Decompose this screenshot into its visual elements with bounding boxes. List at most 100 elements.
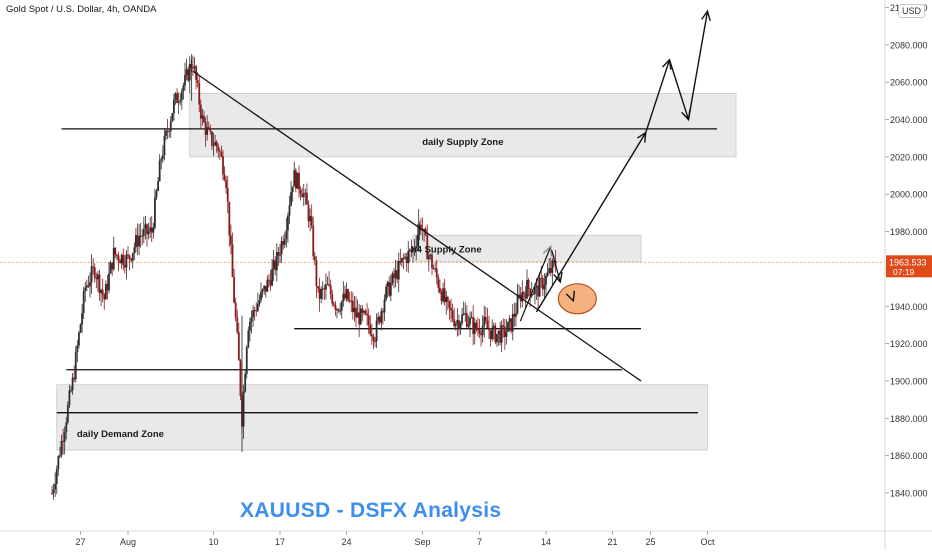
- candle-body: [271, 268, 273, 286]
- candle: [513, 302, 516, 327]
- candle: [310, 204, 313, 229]
- candle-body: [291, 186, 294, 193]
- candle: [237, 322, 240, 361]
- candle: [73, 365, 76, 383]
- candle-body: [244, 374, 247, 392]
- x-tick-label: Sep: [414, 537, 430, 547]
- candle: [112, 236, 115, 272]
- candle: [141, 229, 144, 246]
- candle-body: [332, 303, 335, 305]
- candle-body: [367, 315, 370, 325]
- y-tick-label: 1900.000: [890, 376, 928, 386]
- candle: [500, 320, 503, 353]
- candle-body: [177, 101, 180, 103]
- candle: [211, 130, 213, 151]
- candle-body: [187, 69, 190, 81]
- candle: [244, 369, 247, 393]
- candle-body: [293, 170, 296, 187]
- candle: [405, 252, 408, 272]
- candle-body: [472, 317, 475, 334]
- candle: [502, 318, 505, 338]
- candle-body: [407, 251, 410, 264]
- candle: [358, 304, 361, 338]
- candle: [60, 434, 63, 458]
- candle: [158, 154, 161, 182]
- candle-body: [465, 313, 468, 327]
- candle: [87, 275, 90, 289]
- candle: [420, 218, 422, 236]
- candle: [320, 286, 323, 304]
- candle: [177, 92, 180, 115]
- candle-body: [70, 390, 72, 392]
- candle-body: [304, 192, 307, 194]
- candle: [434, 262, 437, 273]
- candle: [388, 276, 391, 298]
- candle: [247, 326, 250, 349]
- candle-body: [168, 131, 171, 133]
- candle: [491, 319, 494, 342]
- candle: [499, 321, 501, 346]
- candle-body: [408, 249, 411, 252]
- currency-badge[interactable]: USD: [898, 4, 926, 18]
- candle: [296, 172, 299, 189]
- candle: [397, 252, 400, 293]
- candle-body: [431, 254, 433, 269]
- small-path-leg: [551, 250, 561, 283]
- candle-body: [321, 288, 324, 290]
- candle-body: [185, 69, 188, 75]
- y-tick-label: 2060.000: [890, 78, 928, 88]
- candle: [464, 302, 467, 322]
- candle: [469, 311, 471, 337]
- candle: [66, 401, 69, 425]
- candle: [505, 319, 508, 345]
- candle: [367, 308, 370, 334]
- candle-body: [307, 204, 310, 222]
- candle-body: [456, 320, 459, 325]
- candle-body: [222, 156, 224, 175]
- candle: [366, 303, 368, 326]
- candle: [378, 315, 381, 325]
- candle-body: [446, 297, 449, 301]
- candle-body: [112, 247, 115, 270]
- candle: [351, 292, 354, 320]
- candle-body: [401, 257, 403, 263]
- x-tick-label: 10: [208, 537, 218, 547]
- candle-body: [393, 273, 395, 279]
- candle: [63, 426, 66, 455]
- candle: [353, 295, 356, 322]
- candle: [180, 88, 183, 110]
- candle: [65, 416, 68, 440]
- candle: [477, 317, 479, 337]
- y-tick-label: 1880.000: [890, 414, 928, 424]
- candle: [361, 304, 364, 322]
- candle-body: [369, 324, 372, 335]
- brand-watermark: XAUUSD - DSFX Analysis: [240, 499, 502, 522]
- y-tick-label: 1860.000: [890, 451, 928, 461]
- candle-body: [532, 293, 535, 295]
- candle-body: [488, 327, 490, 331]
- candle: [182, 82, 185, 100]
- price-tag-countdown: 07:19: [893, 267, 915, 277]
- candle-body: [345, 289, 348, 299]
- candle: [345, 282, 348, 302]
- candle-body: [225, 180, 228, 189]
- candle: [415, 235, 418, 261]
- candle: [204, 117, 207, 147]
- candle: [372, 333, 375, 350]
- candle-body: [104, 283, 107, 300]
- candle-body: [486, 320, 489, 328]
- candle: [410, 239, 413, 258]
- candle: [89, 272, 91, 298]
- candle: [250, 310, 253, 334]
- candle-body: [98, 274, 101, 294]
- candle: [173, 93, 175, 121]
- candle: [329, 279, 332, 300]
- candle-body: [264, 285, 267, 292]
- candle: [389, 274, 392, 302]
- candle-body: [380, 311, 383, 323]
- candle-body: [534, 287, 536, 294]
- candle: [488, 315, 490, 339]
- candle-body: [100, 289, 102, 294]
- candle-body: [515, 313, 517, 317]
- candle: [239, 358, 242, 401]
